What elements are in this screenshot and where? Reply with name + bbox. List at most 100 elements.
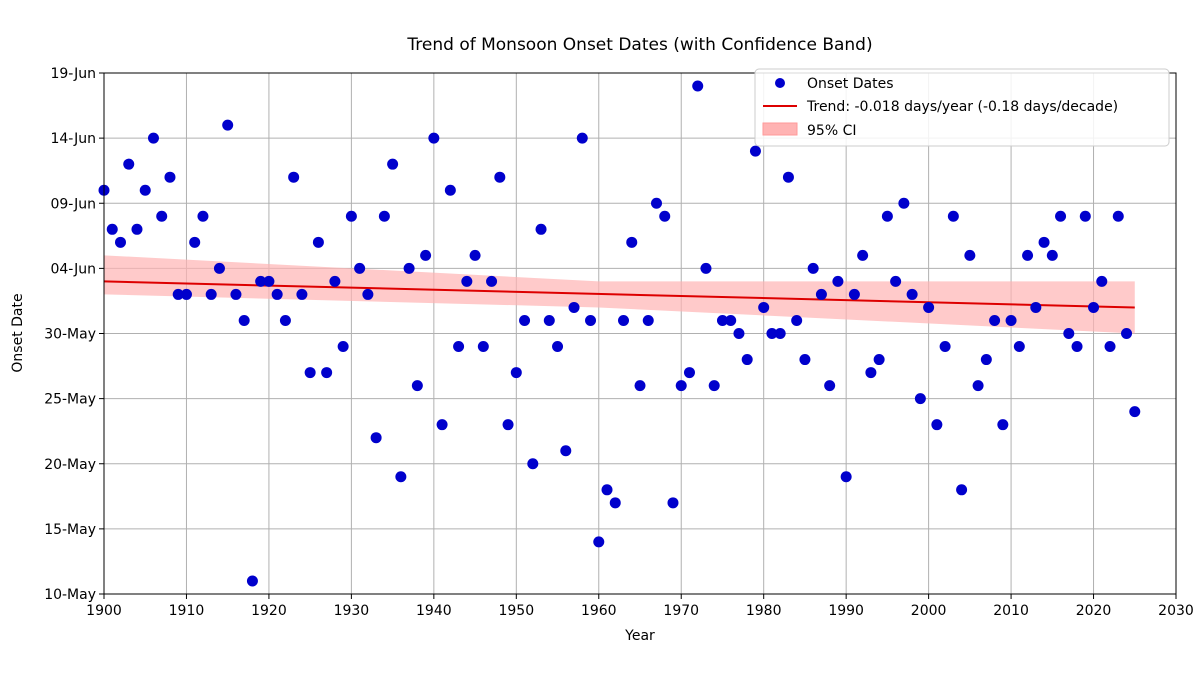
- data-point: [106, 223, 118, 235]
- data-point: [939, 341, 951, 353]
- data-point: [387, 158, 399, 170]
- y-tick-label: 19-Jun: [50, 66, 96, 82]
- data-point: [1079, 210, 1091, 222]
- data-point: [436, 419, 448, 431]
- data-point: [914, 393, 926, 405]
- data-point: [123, 158, 135, 170]
- data-point: [205, 288, 217, 300]
- y-tick-label: 04-Jun: [50, 261, 96, 277]
- data-point: [956, 484, 968, 496]
- data-point: [700, 262, 712, 274]
- data-point: [947, 210, 959, 222]
- data-point: [593, 536, 605, 548]
- x-tick-label: 1910: [169, 603, 205, 619]
- y-tick-label: 30-May: [44, 327, 96, 343]
- data-point: [1096, 275, 1108, 287]
- data-point: [370, 432, 382, 444]
- x-axis-ticks: 1900 1910 1920 1930 1940 1950 1960 1970 1980 1990…: [86, 594, 1194, 619]
- scatter-points-layer: [98, 80, 1141, 587]
- data-point: [898, 197, 910, 209]
- data-point: [890, 275, 902, 287]
- y-tick-label: 09-Jun: [50, 196, 96, 212]
- data-point: [576, 132, 588, 144]
- y-tick-label: 14-Jun: [50, 131, 96, 147]
- data-point: [411, 380, 423, 392]
- data-point: [782, 171, 794, 183]
- data-point: [1063, 328, 1075, 339]
- data-point: [741, 354, 753, 366]
- data-point: [197, 210, 209, 222]
- data-point: [824, 380, 836, 392]
- data-point: [321, 367, 333, 379]
- data-point: [733, 328, 745, 339]
- data-point: [378, 210, 390, 222]
- data-point: [560, 445, 572, 457]
- data-point: [139, 184, 151, 196]
- data-point: [980, 354, 992, 366]
- x-tick-label: 2030: [1158, 603, 1194, 619]
- data-point: [906, 288, 918, 300]
- legend-label-ci: 95% CI: [807, 123, 856, 139]
- x-tick-label: 1990: [828, 603, 864, 619]
- legend-label-trend: Trend: -0.018 days/year (-0.18 days/deca…: [806, 99, 1118, 115]
- data-point: [1055, 210, 1067, 222]
- data-point: [1046, 249, 1058, 261]
- data-point: [1129, 406, 1141, 418]
- data-point: [519, 314, 531, 326]
- data-point: [634, 380, 646, 392]
- data-point: [420, 249, 432, 261]
- data-point: [510, 367, 522, 379]
- data-point: [807, 262, 819, 274]
- data-point: [799, 354, 811, 366]
- data-point: [477, 341, 489, 353]
- data-point: [222, 119, 234, 131]
- data-point: [263, 275, 275, 287]
- data-point: [345, 210, 357, 222]
- x-tick-label: 1960: [581, 603, 617, 619]
- x-tick-label: 1980: [746, 603, 782, 619]
- data-point: [552, 341, 564, 353]
- trend-line: [103, 280, 1135, 309]
- data-point: [609, 497, 621, 509]
- data-point: [1088, 301, 1100, 313]
- data-point: [997, 419, 1009, 431]
- data-point: [881, 210, 893, 222]
- chart-title: Trend of Monsoon Onset Dates (with Confi…: [406, 35, 872, 55]
- x-tick-label: 1970: [663, 603, 699, 619]
- x-tick-label: 1930: [334, 603, 370, 619]
- y-tick-label: 25-May: [44, 392, 96, 408]
- trend-line-layer: [103, 280, 1135, 309]
- data-point: [585, 314, 597, 326]
- data-point: [708, 380, 720, 392]
- data-point: [502, 419, 514, 431]
- data-point: [543, 314, 555, 326]
- data-point: [1038, 236, 1050, 248]
- data-point: [650, 197, 662, 209]
- data-point: [1104, 341, 1116, 353]
- data-point: [172, 288, 184, 300]
- data-point: [189, 236, 201, 248]
- y-tick-label: 15-May: [44, 522, 96, 538]
- data-point: [692, 80, 704, 92]
- data-point: [131, 223, 143, 235]
- data-point: [857, 249, 869, 261]
- legend-marker-ci: [762, 122, 798, 136]
- data-point: [815, 288, 827, 300]
- data-point: [989, 314, 1001, 326]
- data-point: [774, 328, 786, 339]
- data-point: [535, 223, 547, 235]
- data-point: [428, 132, 440, 144]
- data-point: [758, 301, 770, 313]
- data-point: [354, 262, 366, 274]
- data-point: [444, 184, 456, 196]
- data-point: [469, 249, 481, 261]
- data-point: [642, 314, 654, 326]
- data-point: [923, 301, 935, 313]
- legend-box: [754, 68, 1170, 147]
- data-point: [312, 236, 324, 248]
- legend-marker-onset-dates: [775, 78, 785, 88]
- data-point: [279, 314, 291, 326]
- data-point: [1022, 249, 1034, 261]
- data-point: [304, 367, 316, 379]
- x-tick-label: 1920: [251, 603, 287, 619]
